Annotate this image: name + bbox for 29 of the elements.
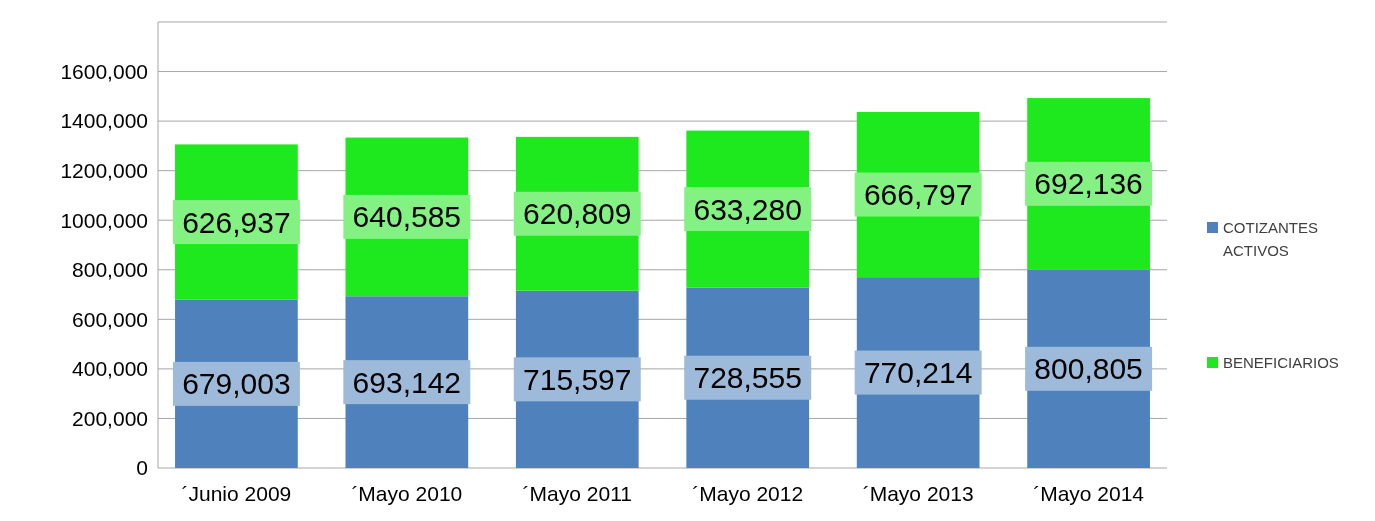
legend-label: COTIZANTES ACTIVOS	[1223, 219, 1319, 259]
x-tick-label: ´Junio 2009	[181, 482, 292, 505]
data-label: 728,555	[693, 361, 802, 395]
data-label: 693,142	[352, 365, 462, 399]
data-label: 633,280	[693, 192, 802, 226]
x-tick-label: ´Mayo 2011	[522, 482, 632, 505]
y-tick-label: 1000,000	[60, 208, 148, 232]
data-label: 620,809	[523, 197, 632, 231]
data-label: 679,003	[182, 367, 291, 401]
x-tick-label: ´Mayo 2012	[692, 482, 804, 505]
data-label: 770,214	[863, 356, 973, 390]
y-tick-label: 1600,000	[60, 59, 148, 83]
x-tick-label: ´Mayo 2014	[1033, 482, 1145, 505]
y-tick-label: 1200,000	[60, 159, 148, 183]
y-tick-label: 0	[136, 456, 148, 480]
data-label: 640,585	[352, 200, 462, 234]
x-tick-label: ´Mayo 2010	[351, 482, 463, 505]
data-label: 666,797	[863, 178, 973, 212]
data-label: 715,597	[523, 362, 632, 396]
legend-label: BENEFICIARIOS	[1223, 354, 1339, 372]
y-tick-label: 1400,000	[60, 109, 148, 133]
data-label: 626,937	[182, 205, 291, 239]
y-tick-label: 200,000	[72, 406, 148, 430]
x-tick-label: ´Mayo 2013	[862, 482, 974, 505]
data-label: 692,136	[1034, 167, 1143, 201]
y-tick-label: 600,000	[72, 307, 148, 331]
y-tick-label: 400,000	[72, 357, 148, 381]
data-label: 800,805	[1034, 352, 1143, 386]
y-tick-label: 800,000	[72, 258, 148, 282]
